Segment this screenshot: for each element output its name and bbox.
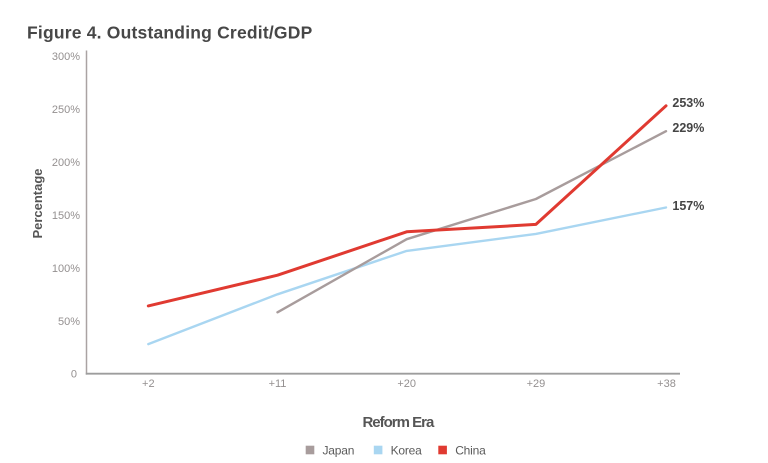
- svg-text:+29: +29: [527, 378, 546, 390]
- svg-text:50%: 50%: [58, 316, 80, 328]
- svg-text:250%: 250%: [52, 104, 80, 116]
- svg-text:253%: 253%: [672, 96, 704, 110]
- svg-text:China: China: [455, 443, 486, 457]
- svg-text:+20: +20: [397, 378, 416, 390]
- svg-text:Korea: Korea: [391, 443, 423, 457]
- svg-text:+2: +2: [142, 378, 155, 390]
- svg-text:150%: 150%: [52, 210, 80, 222]
- svg-text:200%: 200%: [52, 157, 80, 169]
- svg-text:+38: +38: [657, 378, 676, 390]
- svg-text:229%: 229%: [672, 121, 704, 135]
- svg-text:Figure 4. Outstanding Credit/G: Figure 4. Outstanding Credit/GDP: [27, 22, 313, 42]
- svg-text:+11: +11: [269, 378, 287, 390]
- svg-text:Percentage: Percentage: [30, 168, 45, 238]
- svg-text:0: 0: [71, 369, 77, 381]
- svg-text:Reform Era: Reform Era: [362, 414, 435, 431]
- svg-text:300%: 300%: [52, 51, 80, 63]
- svg-text:100%: 100%: [52, 263, 80, 275]
- svg-text:Japan: Japan: [323, 443, 355, 457]
- svg-text:157%: 157%: [672, 199, 704, 213]
